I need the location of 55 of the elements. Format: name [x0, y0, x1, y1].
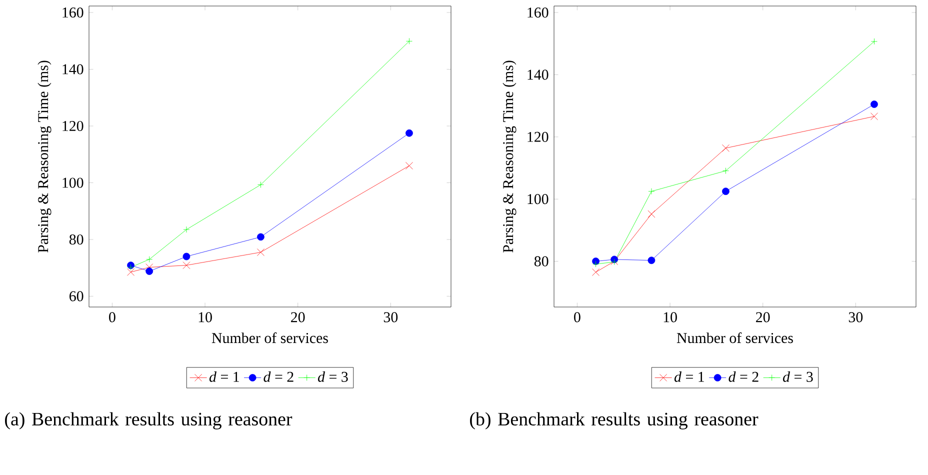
- point: [722, 188, 730, 196]
- legend-label: d = 1: [209, 371, 239, 382]
- y-axis-title: Parsing & Reasoning Time (ms): [38, 60, 52, 253]
- point: [146, 268, 154, 275]
- legend-label: d = 3: [782, 371, 813, 382]
- x-tick-label: 10: [664, 312, 677, 322]
- point: [592, 260, 599, 268]
- x-tick-label: 20: [756, 312, 770, 322]
- text: (b) Benchmark results using reasoner: [470, 412, 758, 430]
- x-tick-label: 20: [291, 312, 305, 322]
- y-tick-label: 140: [528, 70, 548, 80]
- legend-label: d = 2: [264, 371, 294, 382]
- y-tick-label: 120: [528, 132, 548, 142]
- point: [406, 162, 413, 170]
- x-tick-label: 10: [198, 312, 212, 322]
- point: [592, 268, 600, 276]
- point: [722, 168, 729, 174]
- x-tick-label: 0: [109, 312, 116, 322]
- point: [870, 112, 878, 120]
- point: [406, 38, 412, 44]
- y-tick-label: 140: [62, 64, 84, 74]
- point: [127, 268, 134, 276]
- legend-label: d = 2: [728, 371, 758, 382]
- y-tick-label: 160: [528, 7, 548, 18]
- point: [648, 188, 655, 195]
- point: [183, 226, 190, 233]
- point: [128, 264, 134, 270]
- y-tick-label: 60: [70, 291, 84, 302]
- text: (a) Benchmark results using reasoner: [5, 412, 292, 430]
- legend-label: d = 1: [674, 371, 704, 382]
- point: [648, 210, 656, 218]
- point: [648, 256, 656, 264]
- point: [182, 262, 190, 270]
- x-tick-label: 30: [384, 312, 398, 322]
- y-tick-label: 100: [62, 178, 84, 188]
- point: [146, 256, 153, 263]
- legend-label: d = 3: [318, 371, 348, 382]
- y-tick-label: 120: [62, 120, 84, 132]
- point: [182, 252, 190, 260]
- point: [871, 38, 878, 45]
- y-tick-label: 160: [62, 7, 84, 18]
- point: [257, 233, 264, 241]
- point: [258, 182, 264, 188]
- point: [870, 100, 878, 108]
- point: [722, 144, 730, 152]
- y-tick-label: 100: [528, 194, 548, 204]
- x-axis-title: Number of services: [212, 332, 328, 344]
- x-axis-title: Number of services: [676, 332, 793, 344]
- point: [256, 248, 264, 256]
- x-tick-label: 0: [574, 312, 580, 322]
- x-tick-label: 30: [848, 312, 863, 322]
- y-tick-label: 80: [69, 234, 84, 245]
- y-tick-label: 80: [534, 256, 548, 266]
- y-axis-title: Parsing & Reasoning Time (ms): [502, 60, 516, 253]
- point: [406, 129, 413, 137]
